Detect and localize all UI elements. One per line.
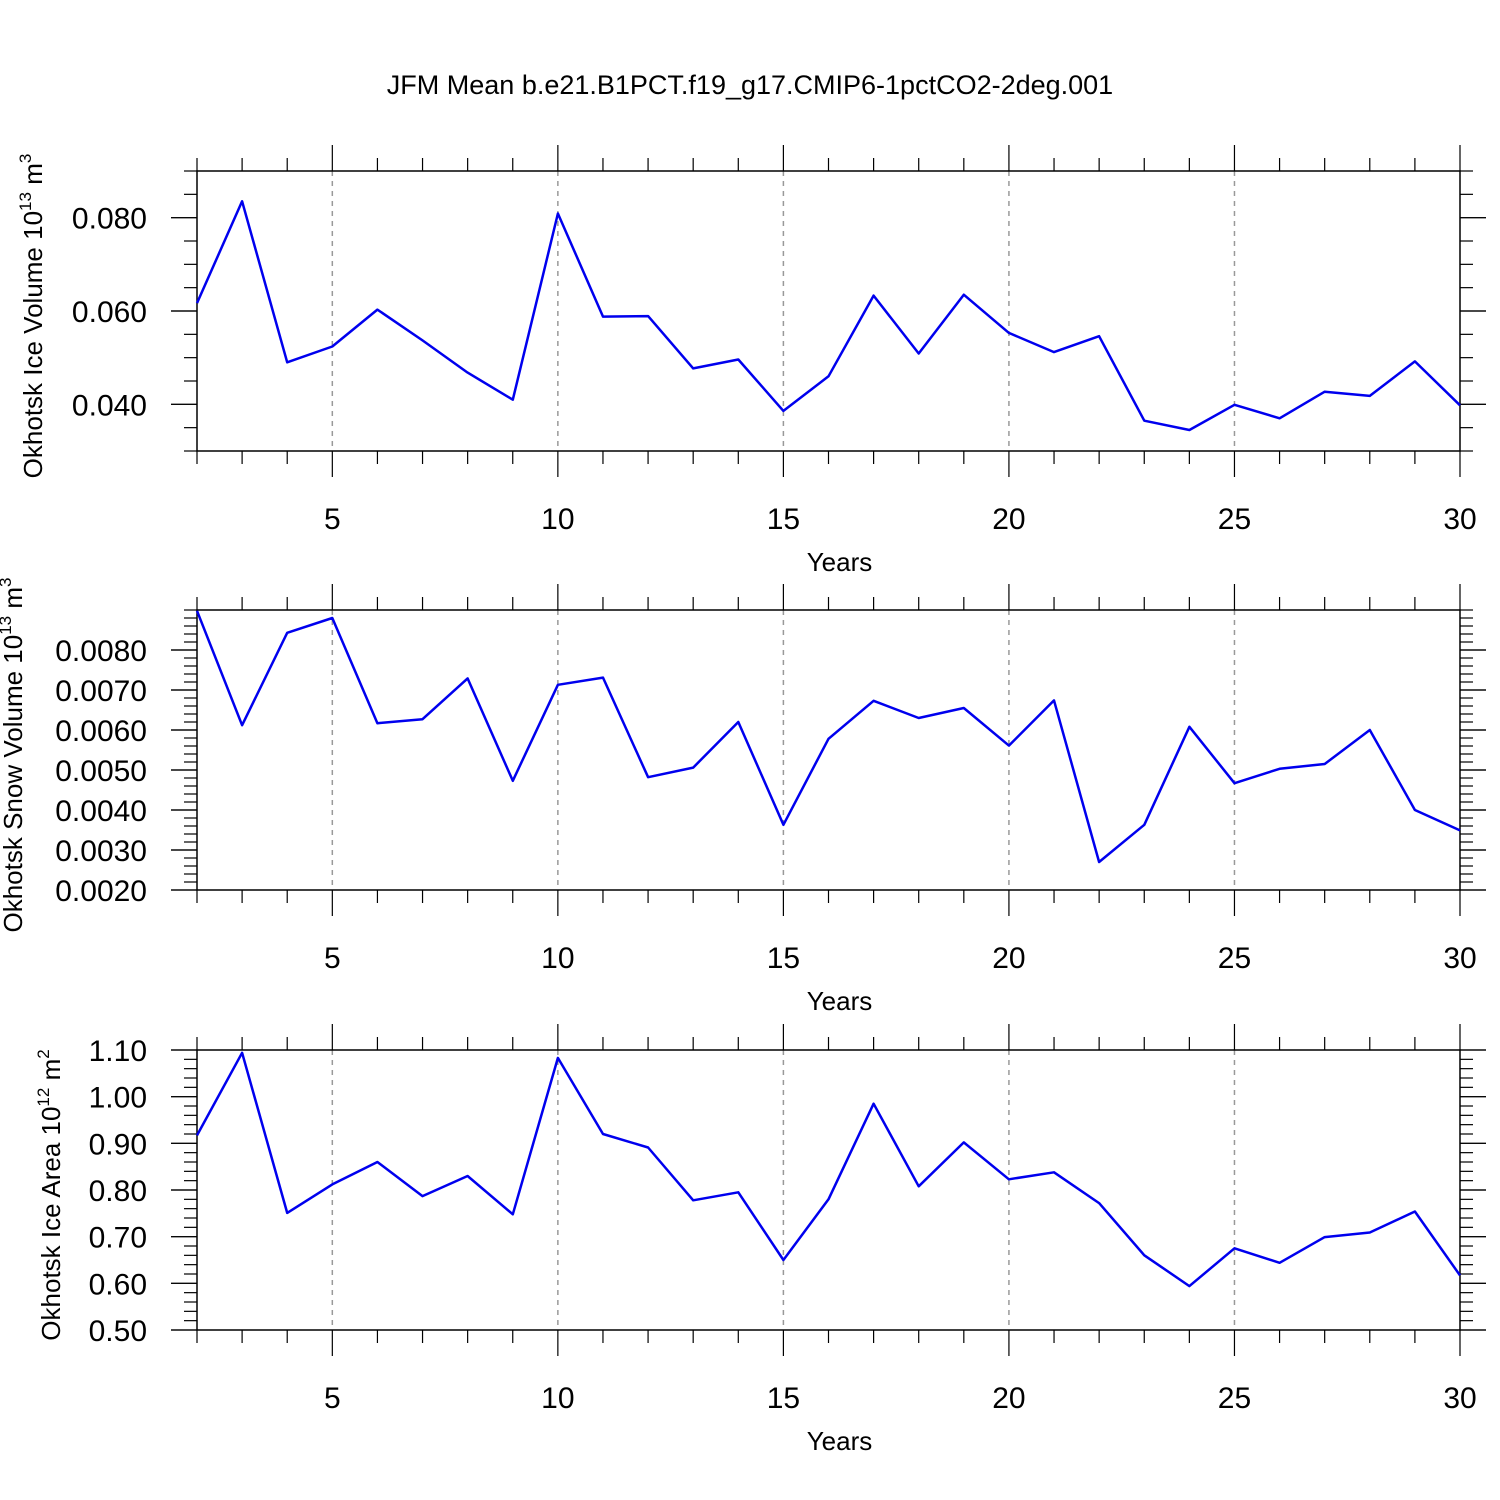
y-tick-label: 0.0040 (55, 795, 147, 828)
x-tick-label: 20 (992, 1382, 1025, 1415)
y-tick-label: 0.0030 (55, 835, 147, 868)
x-tick-label: 10 (541, 503, 574, 536)
figure-title: JFM Mean b.e21.B1PCT.f19_g17.CMIP6-1pctC… (387, 70, 1113, 100)
series-line (195, 1051, 1462, 1288)
y-tick-label: 1.00 (89, 1082, 147, 1115)
plot-frame (196, 170, 1461, 452)
y-tick-label: 0.0020 (55, 875, 147, 908)
panel-1: 5 10 15 20 25 30 0.040 0.060 0.080 Years Okhotsk I… (16, 145, 1486, 577)
series-line (195, 610, 1461, 864)
x-axis-title: Years (807, 986, 873, 1016)
y-tick-label: 1.10 (89, 1035, 147, 1068)
x-tick-label: 10 (541, 1382, 574, 1415)
y-axis-title: Okhotsk Ice Area 1012 m2 (34, 1049, 66, 1340)
x-tick-label: 5 (324, 942, 341, 975)
y-tick-label: 0.70 (89, 1222, 147, 1255)
x-tick-label: 15 (767, 503, 800, 536)
x-tick-label: 15 (767, 1382, 800, 1415)
y-tick-label: 0.80 (89, 1175, 147, 1208)
panel-3: 5 10 15 20 25 30 0.50 0.60 0.70 0.80 0.90 1.00 1.10 Y… (34, 1024, 1486, 1456)
y-tick-label: 0.0070 (55, 675, 147, 708)
x-tick-label: 20 (992, 942, 1025, 975)
x-axis-title: Years (807, 1426, 873, 1456)
x-tick-label: 15 (767, 942, 800, 975)
y-tick-label: 0.040 (72, 389, 147, 422)
x-tick-label: 30 (1443, 942, 1476, 975)
y-tick-label: 0.90 (89, 1128, 147, 1161)
y-axis-title: Okhotsk Snow Volume 1013 m3 (0, 578, 28, 933)
x-tick-label: 25 (1218, 1382, 1251, 1415)
y-axis-title: Okhotsk Ice Volume 1013 m3 (16, 154, 48, 479)
y-tick-label: 0.0050 (55, 755, 147, 788)
x-tick-label: 30 (1443, 1382, 1476, 1415)
plot-frame (196, 609, 1461, 891)
y-tick-label: 0.080 (72, 203, 147, 236)
y-tick-label: 0.60 (89, 1268, 147, 1301)
y-tick-label: 0.0060 (55, 715, 147, 748)
panel-2: 5 10 15 20 25 30 0.0020 0.0030 0.0040 0.0050 0.006… (0, 578, 1486, 1016)
y-tick-label: 0.50 (89, 1315, 147, 1348)
y-tick-label: 0.060 (72, 296, 147, 329)
plot-frame (196, 1049, 1461, 1331)
x-tick-label: 25 (1218, 503, 1251, 536)
x-tick-label: 25 (1218, 942, 1251, 975)
x-tick-label: 5 (324, 1382, 341, 1415)
x-tick-label: 20 (992, 503, 1025, 536)
y-tick-label: 0.0080 (55, 635, 147, 668)
x-tick-label: 5 (324, 503, 341, 536)
series-line (195, 200, 1461, 432)
x-tick-label: 10 (541, 942, 574, 975)
x-axis-title: Years (807, 547, 873, 577)
x-tick-label: 30 (1443, 503, 1476, 536)
